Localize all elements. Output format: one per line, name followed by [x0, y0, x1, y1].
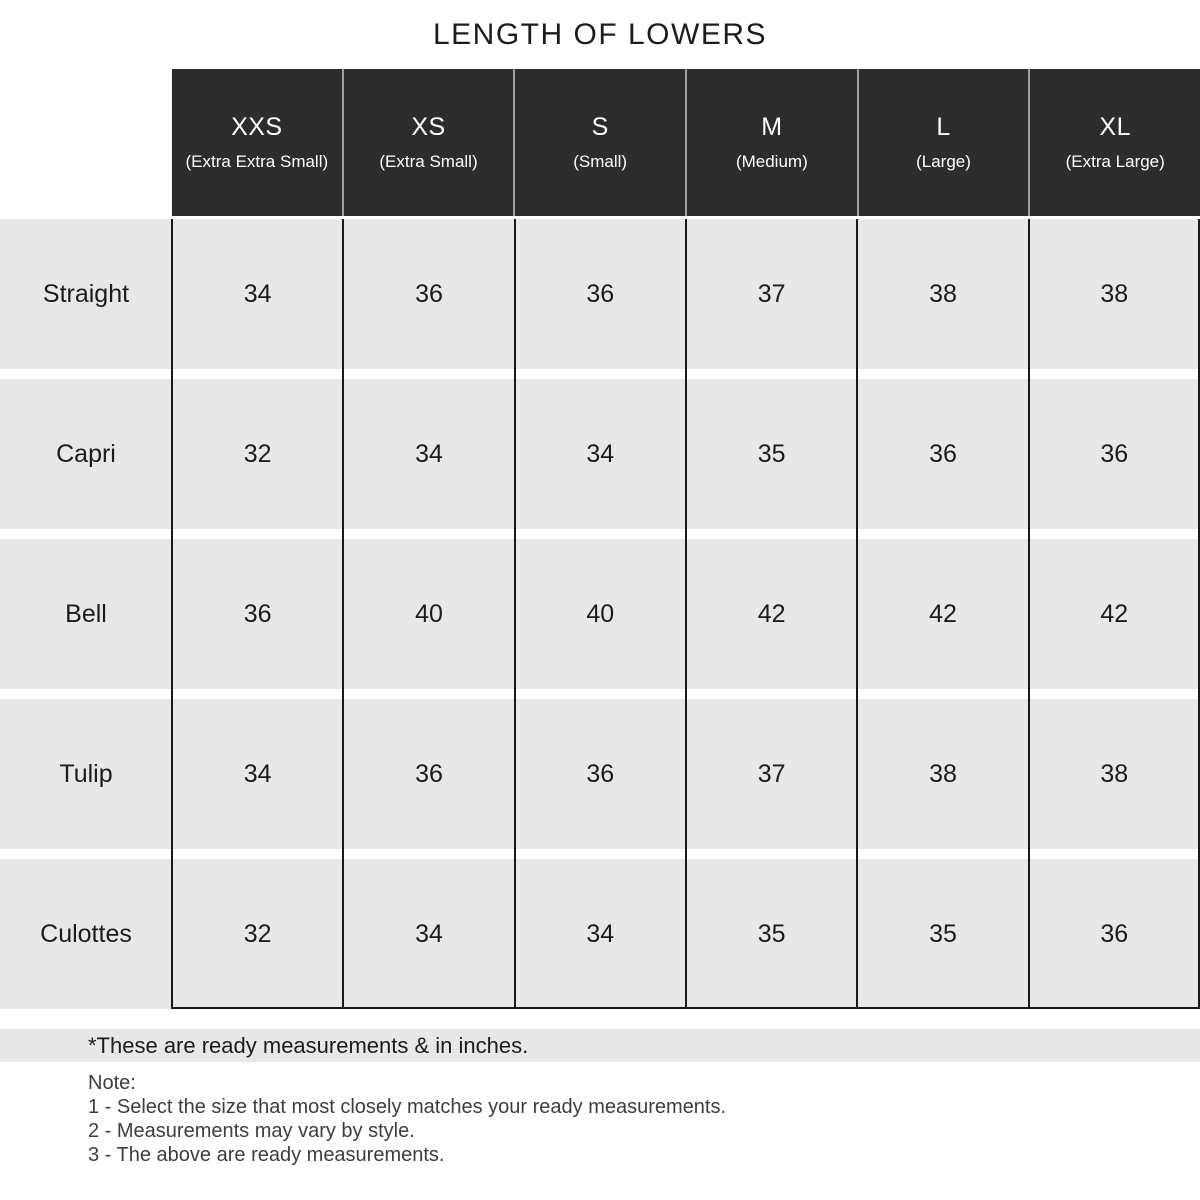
header-cell-xxs: XXS (Extra Extra Small): [172, 69, 342, 216]
size-label: M: [761, 113, 783, 141]
size-value-cell: 36: [929, 439, 957, 468]
size-value-cell: 36: [415, 759, 443, 788]
footnote-band: *These are ready measurements & in inche…: [0, 1029, 1200, 1062]
size-value-cell: 32: [243, 439, 272, 468]
row-label: Bell: [65, 599, 107, 628]
size-description: (Large): [916, 152, 971, 171]
size-value-cell: 37: [757, 759, 786, 788]
size-value-cell: 42: [757, 599, 786, 628]
size-label: XS: [411, 113, 446, 141]
size-label: XL: [1099, 113, 1131, 141]
note-item: 1 - Select the size that most closely ma…: [88, 1096, 727, 1118]
size-value-cell: 35: [757, 919, 786, 948]
size-value-cell: 35: [929, 919, 957, 948]
size-value-cell: 36: [243, 599, 272, 628]
page-title: LENGTH OF LOWERS: [432, 18, 768, 51]
size-chart-table: Straight 34 36 36 37 38 38 Capri 32 34 3…: [0, 219, 1200, 1009]
size-value-cell: 36: [586, 759, 615, 788]
note-item: 3 - The above are ready measurements.: [88, 1144, 445, 1166]
size-value-cell: 36: [415, 279, 443, 308]
size-description: (Extra Small): [379, 152, 478, 171]
size-value-cell: 38: [929, 279, 957, 308]
size-value-cell: 40: [415, 599, 443, 628]
size-value-cell: 38: [929, 759, 957, 788]
table-row-bell: Bell 36 40 40 42 42 42: [0, 539, 1200, 689]
size-label: S: [591, 113, 609, 141]
notes-section: Note: 1 - Select the size that most clos…: [88, 1071, 1160, 1167]
size-value-cell: 32: [243, 919, 272, 948]
size-value-cell: 37: [757, 279, 786, 308]
size-label: XXS: [231, 113, 283, 141]
notes-heading: Note:: [88, 1072, 136, 1094]
size-description: (Extra Large): [1065, 152, 1165, 171]
size-value-cell: 35: [757, 439, 786, 468]
header-cell-xs: XS (Extra Small): [343, 69, 514, 216]
size-value-cell: 34: [415, 919, 443, 948]
row-label: Straight: [42, 279, 130, 308]
table-row-capri: Capri 32 34 34 35 36 36: [0, 379, 1200, 529]
row-label: Culottes: [40, 919, 132, 948]
size-value-cell: 34: [415, 439, 443, 468]
header-cell-xl: XL (Extra Large): [1030, 69, 1200, 216]
size-value-cell: 42: [929, 599, 957, 628]
row-label: Tulip: [59, 759, 113, 788]
note-item: 2 - Measurements may vary by style.: [88, 1120, 415, 1142]
size-value-cell: 40: [586, 599, 615, 628]
header-cell-l: L (Large): [858, 69, 1029, 216]
size-value-cell: 36: [1100, 919, 1129, 948]
size-value-cell: 34: [243, 759, 272, 788]
header-cell-m: M (Medium): [687, 69, 857, 216]
size-description: (Small): [573, 152, 628, 171]
size-value-cell: 36: [1100, 439, 1129, 468]
size-value-cell: 42: [1100, 599, 1129, 628]
size-value-cell: 38: [1100, 279, 1129, 308]
size-header-row: XXS (Extra Extra Small) XS (Extra Small)…: [172, 69, 1200, 216]
table-row-tulip: Tulip 34 36 36 37 38 38: [0, 699, 1200, 849]
table-row-culottes: Culottes 32 34 34 35 35 36: [0, 859, 1200, 1009]
size-value-cell: 34: [586, 919, 615, 948]
size-value-cell: 38: [1100, 759, 1129, 788]
size-label: L: [936, 113, 951, 141]
measurements-footnote: *These are ready measurements & in inche…: [88, 1032, 529, 1058]
row-label: Capri: [56, 439, 116, 468]
size-value-cell: 34: [243, 279, 272, 308]
size-description: (Medium): [735, 152, 808, 171]
size-value-cell: 34: [586, 439, 615, 468]
table-row-straight: Straight 34 36 36 37 38 38: [0, 219, 1200, 369]
size-description: (Extra Extra Small): [185, 152, 329, 171]
header-cell-s: S (Small): [515, 69, 686, 216]
size-value-cell: 36: [586, 279, 615, 308]
